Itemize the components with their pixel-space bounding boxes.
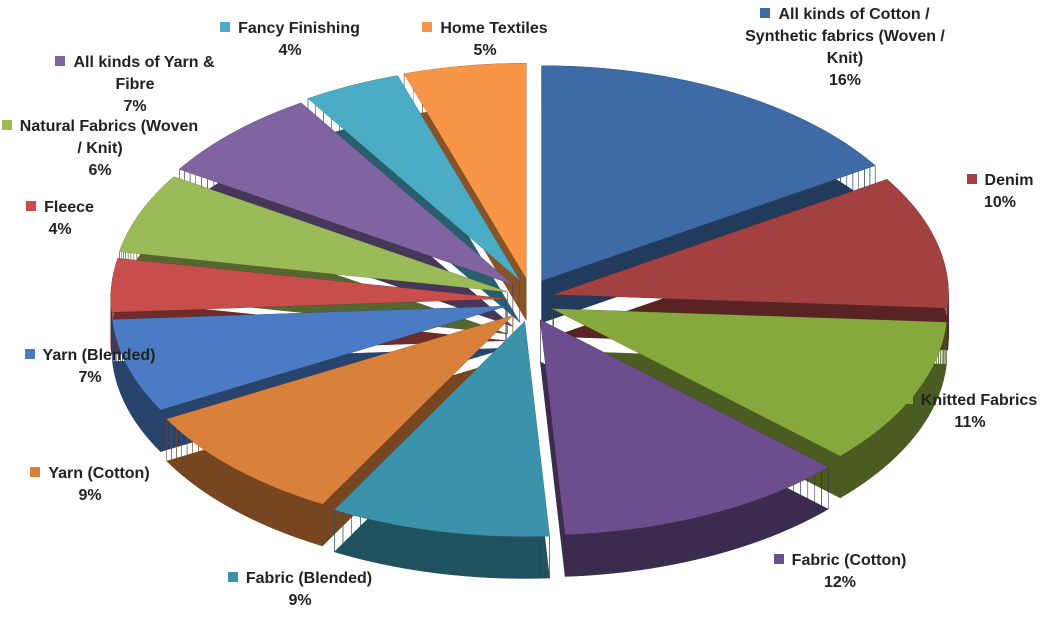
slice bbox=[541, 65, 876, 281]
category-label: Fleece bbox=[44, 199, 94, 216]
data-label: Home Textiles 5% bbox=[395, 18, 575, 62]
category-label: All kinds of Cotton / Synthetic fabrics … bbox=[745, 6, 945, 67]
slice bbox=[110, 258, 506, 313]
value-label: 4% bbox=[48, 221, 72, 238]
slice bbox=[112, 306, 507, 410]
category-label: Fabric (Blended) bbox=[245, 570, 373, 587]
legend-swatch bbox=[55, 56, 66, 66]
value-label: 12% bbox=[823, 574, 857, 591]
slice bbox=[119, 176, 508, 292]
legend-swatch bbox=[760, 8, 771, 18]
legend-swatch bbox=[966, 174, 977, 184]
slice bbox=[404, 63, 527, 279]
category-label: Fabric (Cotton) bbox=[791, 552, 907, 569]
slice bbox=[166, 315, 513, 504]
legend-swatch bbox=[773, 554, 784, 564]
data-label: All kinds of Yarn & Fibre 7% bbox=[40, 52, 230, 118]
data-label: All kinds of Cotton / Synthetic fabrics … bbox=[730, 4, 960, 92]
value-label: 16% bbox=[828, 72, 862, 89]
value-label: 7% bbox=[78, 369, 102, 386]
data-label: Fabric (Blended) 9% bbox=[205, 568, 395, 612]
data-label: Fabric (Cotton) 12% bbox=[750, 550, 930, 594]
legend-swatch bbox=[30, 467, 41, 477]
data-label: Fancy Finishing 4% bbox=[195, 18, 385, 62]
value-label: 9% bbox=[78, 487, 102, 504]
value-label: 10% bbox=[983, 194, 1017, 211]
category-label: Denim bbox=[984, 172, 1034, 189]
legend-swatch bbox=[422, 22, 433, 32]
value-label: 5% bbox=[473, 42, 497, 59]
data-label: Denim 10% bbox=[945, 170, 1055, 214]
slice bbox=[179, 102, 513, 285]
value-label: 4% bbox=[278, 42, 302, 59]
data-label: Yarn (Blended) 7% bbox=[0, 345, 180, 389]
category-label: Knitted Fabrics bbox=[920, 392, 1038, 409]
legend-swatch bbox=[1, 120, 12, 130]
category-label: Yarn (Cotton) bbox=[48, 465, 150, 482]
category-label: Home Textiles bbox=[440, 20, 548, 37]
category-label: Natural Fabrics (Woven / Knit) bbox=[19, 118, 199, 157]
slice bbox=[334, 321, 550, 537]
value-label: 11% bbox=[954, 414, 986, 431]
value-label: 9% bbox=[288, 592, 312, 609]
value-label: 6% bbox=[88, 162, 112, 179]
data-label: Natural Fabrics (Woven / Knit) 6% bbox=[0, 116, 200, 182]
legend-swatch bbox=[220, 22, 231, 32]
slice bbox=[552, 308, 947, 456]
data-label: Knitted Fabrics 11% bbox=[880, 390, 1058, 434]
value-label: 7% bbox=[123, 98, 147, 115]
legend-swatch bbox=[227, 572, 238, 582]
legend-swatch bbox=[24, 349, 35, 359]
category-label: Yarn (Blended) bbox=[42, 347, 156, 364]
slice bbox=[308, 75, 520, 281]
slice bbox=[553, 179, 949, 309]
data-label: Yarn (Cotton) 9% bbox=[0, 463, 180, 507]
legend-swatch bbox=[902, 394, 913, 404]
legend-swatch bbox=[26, 201, 37, 211]
slice bbox=[540, 319, 829, 535]
category-label: All kinds of Yarn & Fibre bbox=[73, 54, 215, 93]
category-label: Fancy Finishing bbox=[238, 20, 360, 37]
data-label: Fleece 4% bbox=[0, 197, 120, 241]
